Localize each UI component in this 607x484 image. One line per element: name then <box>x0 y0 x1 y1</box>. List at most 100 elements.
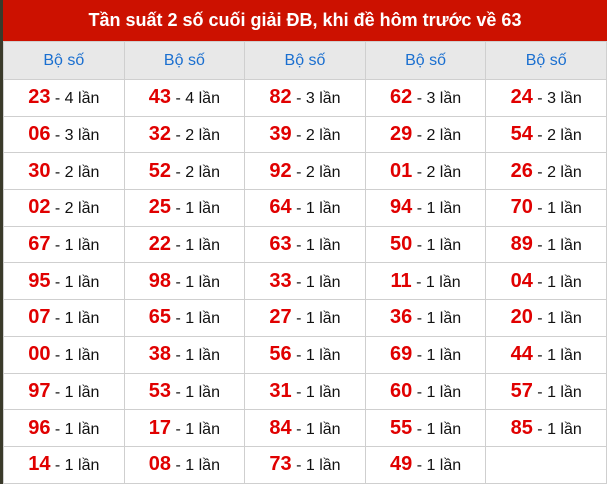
table-cell: 54 - 2 lần <box>485 115 607 154</box>
frequency-count: - 4 lần <box>54 90 100 108</box>
number-pair: 69 <box>389 343 413 366</box>
frequency-count: - 1 lần <box>175 457 220 475</box>
frequency-count: - 3 lần <box>416 90 462 108</box>
table-cell: 38 - 1 lần <box>123 335 246 374</box>
column-header: Bộ số <box>123 41 246 80</box>
table-cell: 11 - 1 lần <box>364 262 487 301</box>
frequency-count: - 1 lần <box>416 273 461 291</box>
number-pair: 01 <box>389 159 413 182</box>
number-pair: 56 <box>269 343 292 366</box>
table-row: 97 - 1 lần 53 - 1 lần 31 - 1 lần 60 - 1 lần… <box>3 372 607 411</box>
table-row: 23 - 4 lần 43 - 4 lần 82 - 3 lần 62 - 3 lần… <box>3 79 607 117</box>
table-cell: 67 - 1 lần <box>3 225 125 264</box>
frequency-count: - 1 lần <box>175 200 220 218</box>
frequency-count: - 2 lần <box>416 127 462 145</box>
number-pair: 49 <box>389 453 413 476</box>
frequency-count: - 2 lần <box>175 127 220 145</box>
table-cell: 52 - 2 lần <box>123 152 246 191</box>
frequency-count: - 1 lần <box>416 237 462 255</box>
number-pair: 38 <box>148 343 172 366</box>
frequency-count: - 1 lần <box>296 457 341 475</box>
column-header: Bộ số <box>244 41 366 80</box>
table-cell: 94 - 1 lần <box>364 189 487 227</box>
table-cell: 31 - 1 lần <box>244 372 366 411</box>
table-cell: 95 - 1 lần <box>3 262 125 301</box>
number-pair: 04 <box>510 269 533 292</box>
number-pair: 57 <box>510 379 533 402</box>
table-cell: 56 - 1 lần <box>244 335 366 374</box>
frequency-count: - 2 lần <box>175 163 220 181</box>
frequency-count: - 1 lần <box>537 200 582 218</box>
number-pair: 73 <box>269 453 292 476</box>
frequency-count: - 1 lần <box>537 347 582 365</box>
number-pair: 44 <box>510 343 533 366</box>
number-pair: 39 <box>269 123 292 146</box>
table-cell: 00 - 1 lần <box>3 335 125 374</box>
number-pair: 02 <box>28 196 51 219</box>
table-cell: 82 - 3 lần <box>244 79 366 117</box>
table-cell: 06 - 3 lần <box>3 115 125 154</box>
number-pair: 50 <box>389 233 413 256</box>
table-cell: 57 - 1 lần <box>485 372 607 411</box>
table-cell: 69 - 1 lần <box>364 335 487 374</box>
number-pair: 43 <box>148 86 172 109</box>
frequency-count: - 1 lần <box>175 347 220 365</box>
table-title: Tần suất 2 số cuối giải ĐB, khi đề hôm t… <box>3 0 607 41</box>
frequency-count: - 1 lần <box>54 420 100 438</box>
table-cell: 96 - 1 lần <box>3 409 125 447</box>
number-pair: 70 <box>510 196 533 219</box>
number-pair: 96 <box>28 416 51 439</box>
number-pair: 36 <box>389 306 413 329</box>
table-cell: 64 - 1 lần <box>244 189 366 227</box>
frequency-count: - 2 lần <box>54 163 100 181</box>
table-cell: 49 - 1 lần <box>364 445 487 484</box>
table-cell: 02 - 2 lần <box>3 189 125 227</box>
table-cell: 29 - 2 lần <box>364 115 487 154</box>
table-cell: 17 - 1 lần <box>123 409 246 447</box>
table-row: 02 - 2 lần 25 - 1 lần 64 - 1 lần 94 - 1 lần… <box>3 189 607 227</box>
number-pair: 98 <box>148 269 172 292</box>
number-pair: 95 <box>28 269 51 292</box>
table-cell: 25 - 1 lần <box>123 189 246 227</box>
table-cell: 84 - 1 lần <box>244 409 366 447</box>
frequency-count: - 1 lần <box>537 237 582 255</box>
number-pair: 11 <box>390 269 412 292</box>
frequency-count: - 1 lần <box>537 310 582 328</box>
table-cell: 01 - 2 lần <box>364 152 487 191</box>
number-pair: 97 <box>28 379 51 402</box>
frequency-count: - 3 lần <box>537 90 582 108</box>
number-pair: 07 <box>28 306 51 329</box>
number-pair: 14 <box>28 453 51 476</box>
table-row: 95 - 1 lần 98 - 1 lần 33 - 1 lần 11 - 1 lần… <box>3 262 607 301</box>
frequency-count: - 1 lần <box>54 237 100 255</box>
table-cell: 30 - 2 lần <box>3 152 125 191</box>
number-pair: 26 <box>510 159 533 182</box>
frequency-count: - 1 lần <box>296 347 341 365</box>
table-row: 00 - 1 lần 38 - 1 lần 56 - 1 lần 69 - 1 lần… <box>3 335 607 374</box>
table-cell: 89 - 1 lần <box>485 225 607 264</box>
number-pair: 08 <box>148 453 172 476</box>
table-cell: 26 - 2 lần <box>485 152 607 191</box>
frequency-count: - 2 lần <box>537 163 582 181</box>
frequency-count: - 1 lần <box>296 310 341 328</box>
table-cell: 27 - 1 lần <box>244 299 366 337</box>
table-cell: 65 - 1 lần <box>123 299 246 337</box>
number-pair: 67 <box>28 233 51 256</box>
column-header: Bộ số <box>364 41 487 80</box>
table-cell: 92 - 2 lần <box>244 152 366 191</box>
table-cell: 97 - 1 lần <box>3 372 125 411</box>
table-cell: 44 - 1 lần <box>485 335 607 374</box>
frequency-count: - 2 lần <box>416 163 462 181</box>
table-cell: 43 - 4 lần <box>123 79 246 117</box>
number-pair: 31 <box>269 379 292 402</box>
frequency-count: - 1 lần <box>175 383 220 401</box>
table-cell <box>485 445 607 484</box>
table-row: 96 - 1 lần 17 - 1 lần 84 - 1 lần 55 - 1 lần… <box>3 409 607 447</box>
number-pair: 27 <box>269 306 292 329</box>
column-header: Bộ số <box>485 41 607 80</box>
table-cell: 63 - 1 lần <box>244 225 366 264</box>
number-pair: 33 <box>269 269 292 292</box>
frequency-table-panel: Tần suất 2 số cuối giải ĐB, khi đề hôm t… <box>3 0 607 484</box>
number-pair: 84 <box>269 416 292 439</box>
table-row: 14 - 1 lần 08 - 1 lần 73 - 1 lần 49 - 1 lần <box>3 445 607 484</box>
